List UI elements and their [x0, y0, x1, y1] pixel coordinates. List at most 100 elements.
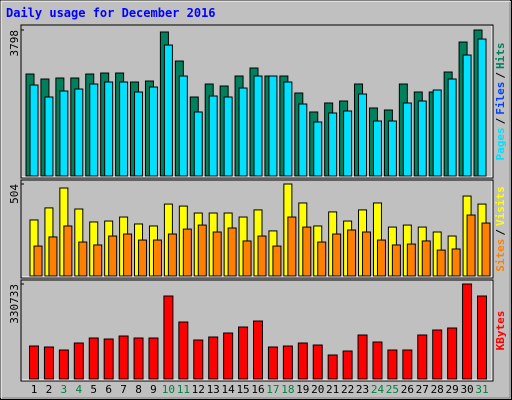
- bar: [59, 90, 69, 177]
- legend: Pages / Files / Hits: [494, 43, 507, 161]
- bar: [88, 337, 99, 380]
- bar: [257, 235, 267, 277]
- bar: [242, 240, 252, 277]
- bar: [163, 295, 174, 380]
- x-tick-label: 11: [177, 383, 190, 396]
- bar: [432, 329, 443, 380]
- legend-separator: /: [494, 72, 507, 79]
- bar: [118, 335, 129, 380]
- bar: [447, 327, 458, 380]
- x-tick-label: 29: [446, 383, 459, 396]
- x-tick-label: 22: [341, 383, 354, 396]
- legend-entry: KBytes: [494, 311, 507, 351]
- x-tick-label: 1: [31, 383, 38, 396]
- legend-entry: Hits: [494, 43, 507, 70]
- bar: [93, 244, 103, 277]
- bar: [223, 96, 233, 177]
- x-tick-label: 18: [281, 383, 294, 396]
- legend-separator: /: [494, 117, 507, 124]
- bar: [342, 350, 353, 380]
- x-tick-label: 28: [431, 383, 444, 396]
- bar: [302, 226, 312, 277]
- bar: [238, 87, 248, 177]
- bar: [402, 349, 413, 380]
- bar: [347, 229, 357, 277]
- bar: [387, 120, 397, 177]
- x-tick-label: 10: [162, 383, 175, 396]
- x-tick-label: 21: [326, 383, 339, 396]
- bar: [108, 235, 118, 277]
- bar: [451, 248, 461, 277]
- x-tick-label: 5: [90, 383, 97, 396]
- bar: [44, 96, 54, 177]
- bar: [197, 224, 207, 277]
- legend-entry: Sites: [494, 239, 507, 272]
- bar: [152, 239, 162, 277]
- x-tick-label: 6: [105, 383, 112, 396]
- panel-bevel: [22, 26, 493, 178]
- bar: [29, 84, 39, 177]
- bar: [421, 240, 431, 277]
- bar: [63, 225, 73, 277]
- bar: [313, 121, 323, 177]
- bar: [182, 228, 192, 277]
- bar: [376, 239, 386, 277]
- bar: [133, 337, 144, 380]
- bar: [223, 332, 234, 380]
- bar: [462, 283, 473, 380]
- y-tick-label: 3798: [8, 30, 21, 57]
- bar: [297, 342, 308, 380]
- bar: [193, 339, 204, 380]
- panel-bevel: [22, 281, 493, 381]
- bar: [358, 93, 368, 177]
- bar: [33, 245, 43, 277]
- bar: [298, 103, 308, 177]
- bar: [253, 75, 263, 177]
- x-tick-label: 12: [192, 383, 205, 396]
- bar: [282, 345, 293, 380]
- x-tick-label: 13: [207, 383, 220, 396]
- x-tick-label: 20: [311, 383, 324, 396]
- x-tick-label: 3: [61, 383, 68, 396]
- bar: [58, 349, 69, 380]
- bar: [104, 81, 114, 177]
- bar: [134, 91, 144, 177]
- bar: [372, 120, 382, 177]
- bar: [227, 227, 237, 277]
- x-tick-label: 26: [401, 383, 414, 396]
- bar: [74, 88, 84, 177]
- bar: [78, 241, 88, 277]
- bar: [148, 337, 159, 380]
- bar: [123, 233, 133, 277]
- bar: [327, 354, 338, 380]
- bar: [89, 83, 99, 177]
- bar: [391, 244, 401, 277]
- bar: [417, 334, 428, 380]
- bar: [148, 86, 158, 177]
- bar: [178, 321, 189, 380]
- x-tick-label: 23: [356, 383, 369, 396]
- x-tick-label: 31: [475, 383, 488, 396]
- y-tick-label: 330733: [8, 284, 21, 324]
- bar: [357, 334, 368, 380]
- bar: [462, 54, 472, 177]
- legend-entry: Files: [494, 82, 507, 115]
- bar: [167, 233, 177, 277]
- x-tick-label: 9: [150, 383, 157, 396]
- bar: [238, 326, 249, 380]
- panel-bevel: [22, 181, 493, 278]
- bar: [312, 344, 323, 380]
- x-tick-label: 7: [120, 383, 127, 396]
- bar: [268, 75, 278, 177]
- bar: [436, 249, 446, 277]
- legend-separator: /: [494, 229, 507, 236]
- bar: [283, 81, 293, 177]
- bar: [372, 341, 383, 380]
- x-tick-label: 8: [135, 383, 142, 396]
- bar: [317, 241, 327, 277]
- x-tick-label: 30: [460, 383, 473, 396]
- bar: [193, 111, 203, 177]
- bar: [406, 243, 416, 277]
